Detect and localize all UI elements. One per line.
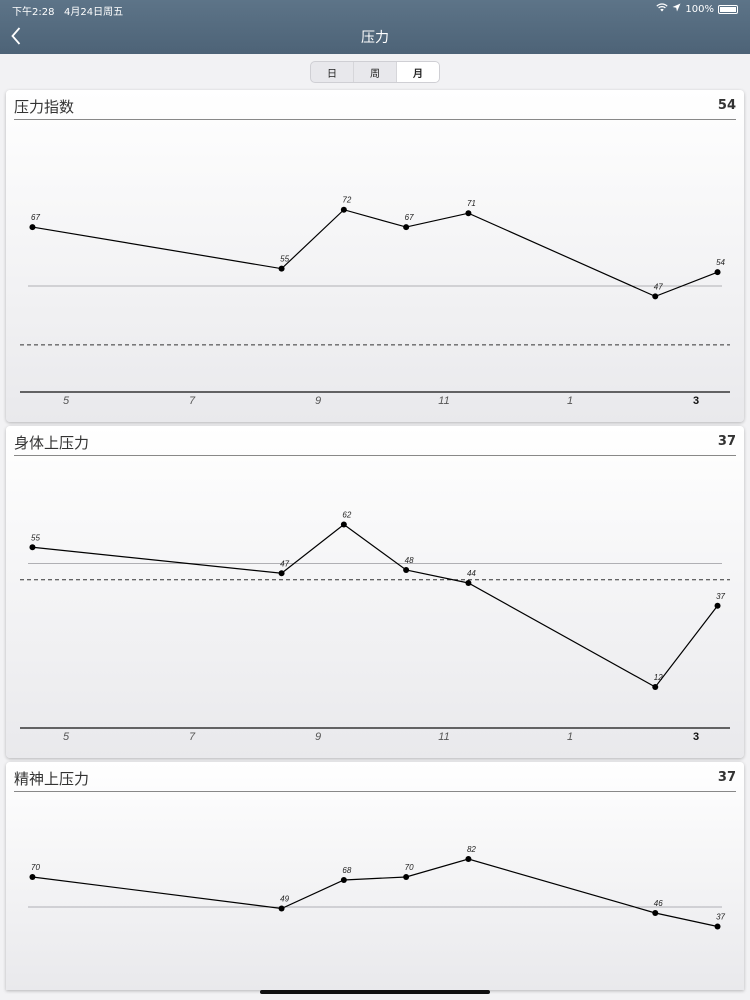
data-point[interactable]	[652, 910, 659, 916]
card-divider	[14, 455, 736, 456]
series-line	[32, 209, 718, 298]
x-tick-label: 1	[567, 731, 573, 743]
card-divider	[14, 791, 736, 792]
data-label: 55	[31, 533, 40, 542]
chevron-left-icon	[11, 27, 21, 45]
card-divider	[14, 119, 736, 120]
x-tick-label: 9	[315, 395, 321, 407]
location-icon	[672, 3, 681, 15]
data-label: 37	[716, 592, 725, 601]
series-line	[32, 858, 718, 928]
data-point[interactable]	[278, 570, 285, 577]
data-point[interactable]	[465, 856, 472, 862]
data-point[interactable]	[403, 567, 410, 573]
data-point[interactable]	[29, 874, 36, 880]
data-label: 67	[31, 213, 40, 222]
back-button[interactable]	[6, 24, 26, 48]
card-title: 精神上压力	[14, 770, 90, 788]
x-tick-label: 3	[693, 731, 699, 743]
data-label: 12	[654, 673, 663, 682]
data-point[interactable]	[714, 923, 721, 930]
data-label: 82	[467, 845, 476, 854]
data-label: 70	[405, 863, 414, 872]
card-current-value: 37	[717, 770, 736, 785]
wifi-icon	[656, 3, 669, 15]
data-label: 72	[342, 196, 351, 205]
data-point[interactable]	[278, 905, 285, 912]
card-title: 身体上压力	[14, 434, 90, 452]
navigation-header: 下午2:28 4月24日周五 100% 压力	[0, 0, 750, 54]
tab-week[interactable]: 周	[354, 62, 397, 82]
mental-stress-card: 精神上压力 37 70 49 68 70 82 46 37	[6, 762, 744, 990]
data-label: 55	[280, 255, 289, 264]
status-date: 4月24日周五	[64, 7, 124, 18]
x-tick-label: 11	[438, 731, 449, 743]
x-tick-label: 11	[438, 395, 449, 407]
data-label: 68	[342, 866, 351, 875]
x-tick-label: 5	[63, 395, 70, 407]
card-current-value: 37	[717, 434, 736, 449]
data-point[interactable]	[340, 206, 347, 213]
x-tick-label: 1	[567, 395, 573, 407]
status-time: 下午2:28	[12, 7, 55, 18]
home-indicator	[260, 990, 490, 994]
battery-percent: 100%	[685, 3, 714, 15]
data-label: 54	[716, 258, 725, 267]
data-point[interactable]	[278, 265, 285, 272]
x-tick-label: 7	[189, 731, 196, 743]
data-point[interactable]	[465, 580, 472, 586]
data-point[interactable]	[652, 684, 659, 690]
x-tick-label: 7	[189, 395, 196, 407]
x-tick-label: 3	[693, 395, 699, 407]
page-title: 压力	[361, 30, 389, 46]
battery-icon	[718, 4, 738, 14]
data-label: 48	[405, 556, 414, 565]
data-label: 70	[31, 863, 40, 872]
data-label: 37	[716, 913, 725, 922]
data-label: 71	[467, 199, 476, 208]
data-point[interactable]	[29, 224, 36, 231]
tab-month[interactable]: 月	[397, 62, 439, 82]
data-label: 67	[405, 213, 414, 222]
data-point[interactable]	[403, 874, 410, 880]
data-label: 47	[280, 559, 289, 568]
card-title: 压力指数	[14, 98, 75, 116]
data-label: 44	[467, 569, 476, 578]
data-point[interactable]	[340, 877, 347, 883]
status-bar-left: 下午2:28 4月24日周五	[12, 3, 123, 18]
data-point[interactable]	[403, 224, 410, 231]
tab-day[interactable]: 日	[311, 62, 354, 82]
data-point[interactable]	[714, 269, 721, 276]
data-label: 47	[654, 282, 663, 291]
data-label: 62	[342, 511, 351, 520]
data-label: 46	[654, 899, 663, 908]
status-bar-right: 100%	[656, 3, 738, 15]
data-point[interactable]	[29, 544, 36, 551]
physical-stress-card: 身体上压力 37 5 7 9 11 1 3 55 47 62 48 44 12 37	[6, 426, 744, 758]
x-tick-label: 9	[315, 731, 321, 743]
data-point[interactable]	[340, 521, 347, 528]
stress-index-card: 压力指数 54 5 7 9 11 1 3 67 55 72 67 71 47 54	[6, 90, 744, 422]
data-label: 49	[280, 895, 289, 904]
data-point[interactable]	[652, 293, 659, 300]
card-current-value: 54	[717, 98, 736, 113]
mental-stress-chart: 70 49 68 70 82 46 37	[28, 845, 726, 930]
data-point[interactable]	[465, 210, 472, 217]
x-tick-label: 5	[63, 731, 70, 743]
period-segmented-control: 日 周 月	[310, 61, 440, 83]
data-point[interactable]	[714, 602, 721, 609]
series-line	[32, 523, 719, 688]
